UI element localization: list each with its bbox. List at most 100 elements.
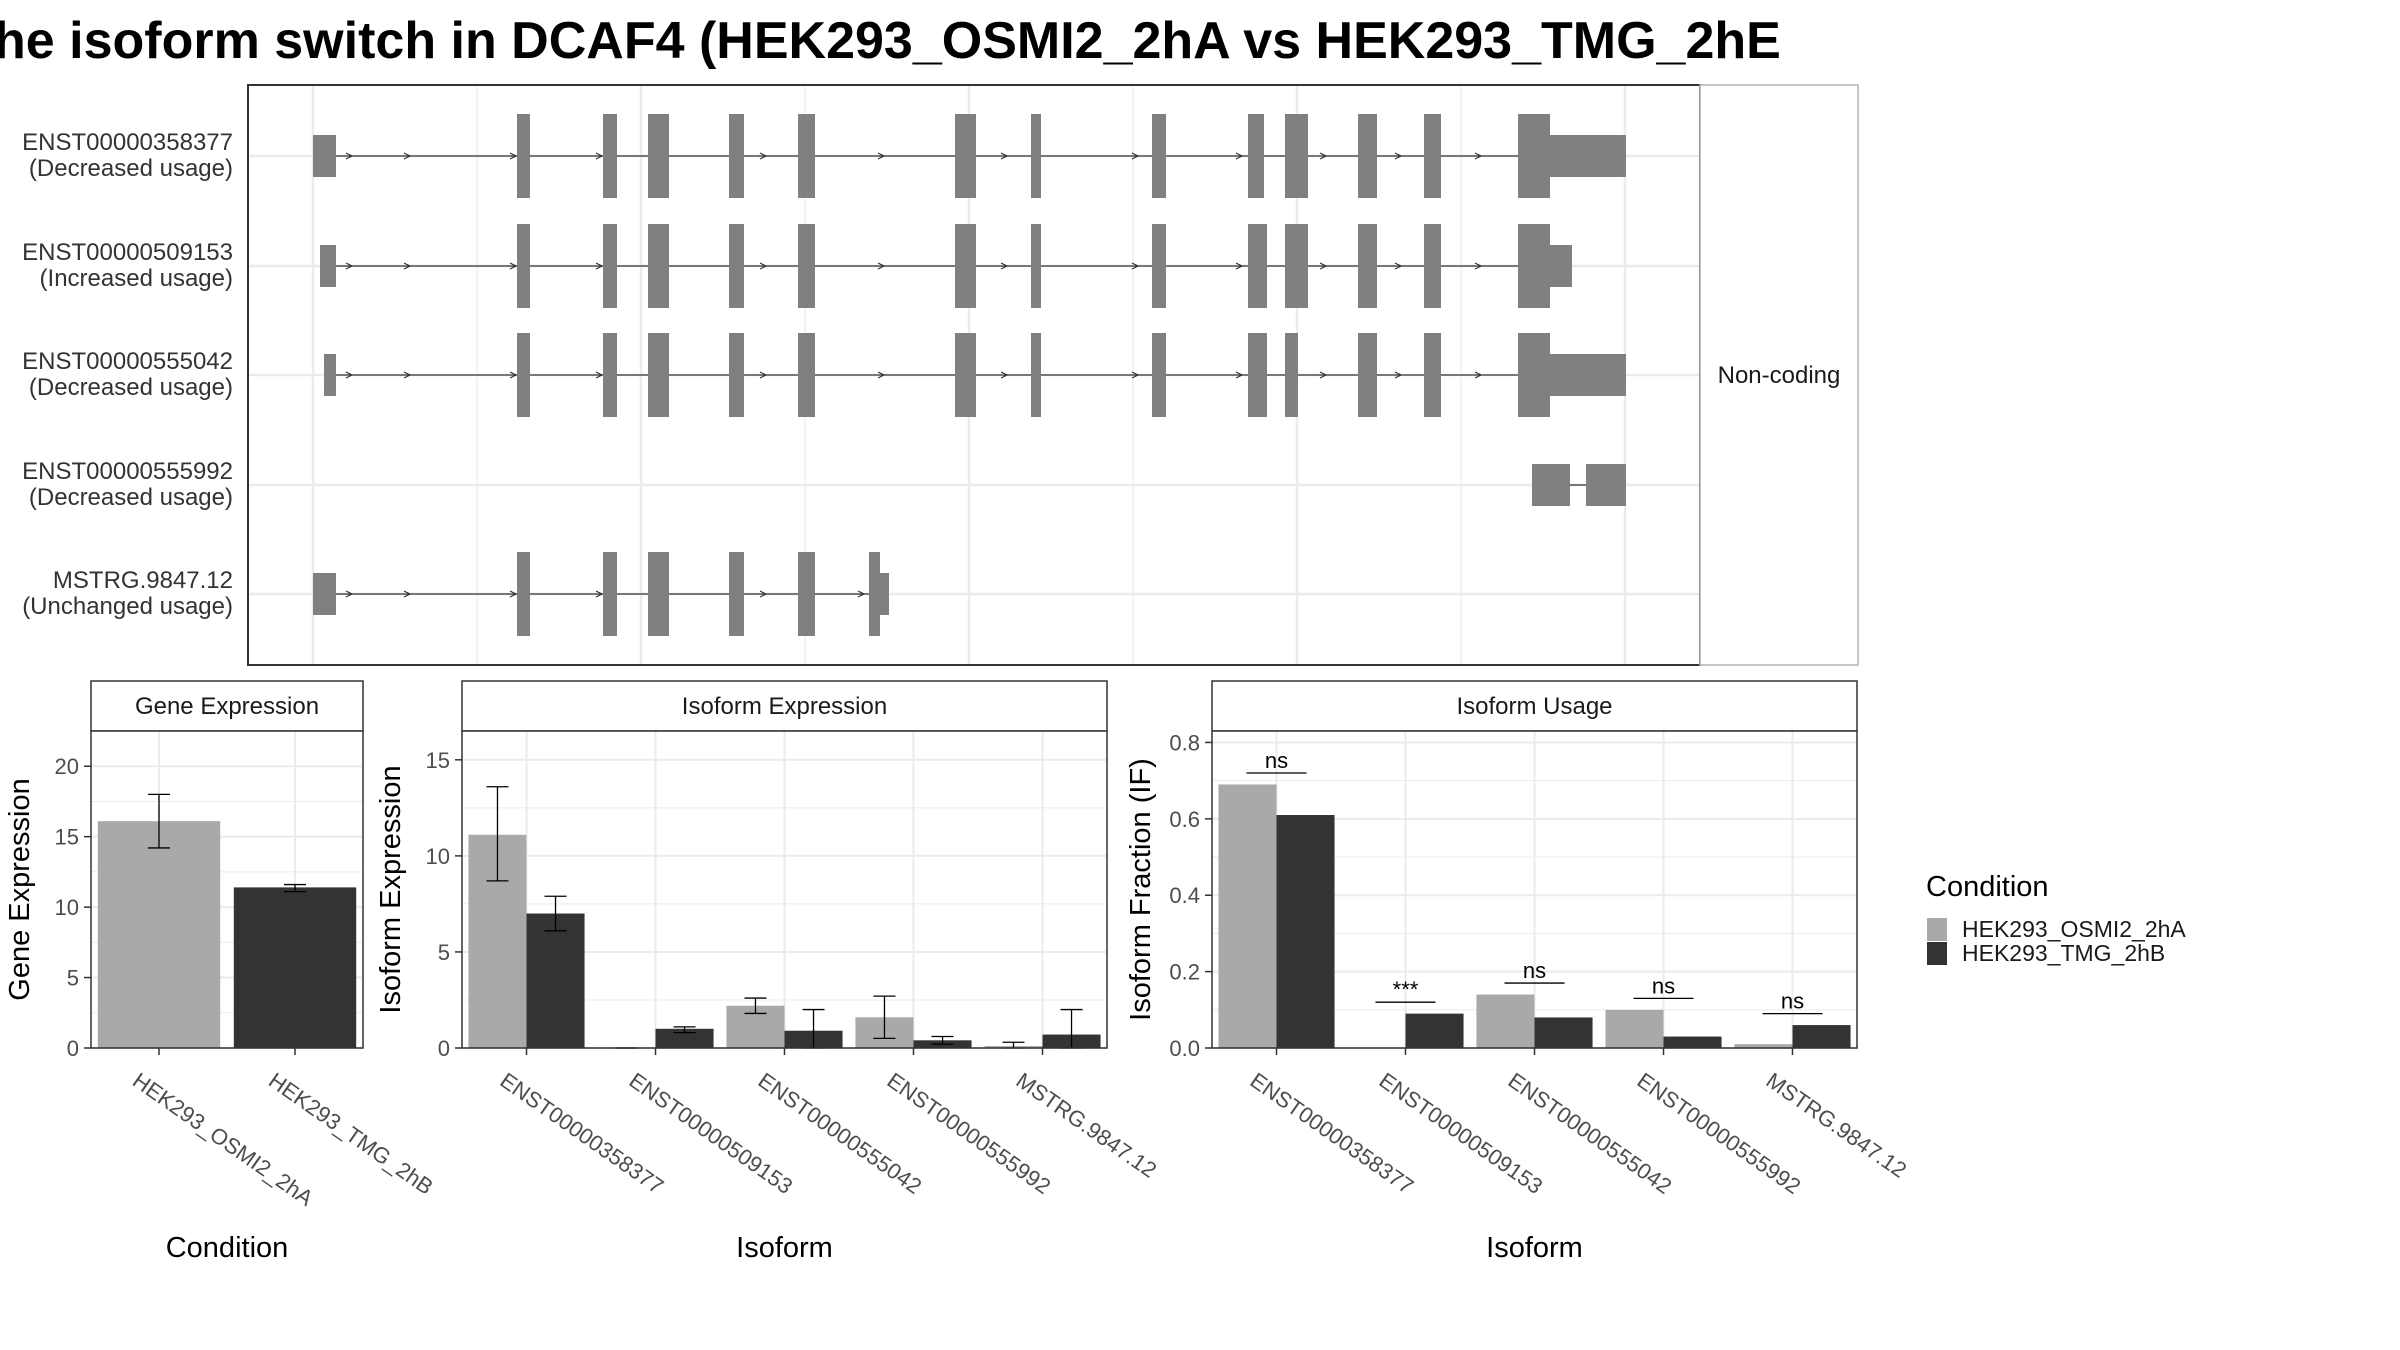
exon-block: [798, 552, 815, 636]
exon-block: [1550, 245, 1572, 287]
bar: [1476, 994, 1535, 1048]
bar: [1734, 1044, 1793, 1048]
legend-swatch-condition-a: [1927, 918, 1947, 941]
intron-direction-arrow: [1319, 371, 1328, 379]
exon-block: [648, 333, 669, 417]
exon-block: [320, 245, 336, 287]
exon-block: [517, 224, 530, 308]
y-tick-label: 10: [55, 895, 79, 920]
exon-block: [1550, 135, 1626, 177]
intron-direction-arrow: [1474, 152, 1483, 160]
exon-block: [603, 224, 617, 308]
exon-block: [1518, 224, 1550, 308]
y-tick-label: 5: [438, 940, 450, 965]
exon-block: [1532, 464, 1570, 506]
transcript-rows: [313, 114, 1626, 636]
y-axis-title: Gene Expression: [4, 778, 36, 1000]
intron-direction-arrow: [595, 152, 604, 160]
panel-title: Isoform Expression: [682, 693, 887, 720]
bar: [1663, 1036, 1722, 1048]
x-axis-title: Isoform: [1486, 1232, 1583, 1264]
exon-block: [729, 552, 744, 636]
intron-direction-arrow: [1394, 152, 1403, 160]
exon-block: [729, 333, 744, 417]
exon-block: [1358, 224, 1377, 308]
transcript-usage-label: (Unchanged usage): [22, 593, 233, 620]
significance-label: ns: [1652, 973, 1675, 998]
transcript-row: [320, 224, 1572, 308]
exon-block: [517, 552, 530, 636]
intron-direction-arrow: [595, 262, 604, 270]
intron-direction-arrow: [1000, 152, 1009, 160]
transcript-usage-label: (Decreased usage): [29, 155, 233, 182]
y-tick-label: 10: [426, 844, 450, 869]
exon-block: [1358, 114, 1377, 198]
bar: [1534, 1017, 1593, 1048]
exon-block: [603, 114, 617, 198]
intron-direction-arrow: [877, 371, 886, 379]
transcript-id-label: ENST00000509153: [22, 239, 233, 266]
y-tick-label: 5: [67, 966, 79, 991]
intron-direction-arrow: [759, 152, 768, 160]
exon-block: [603, 333, 617, 417]
exon-block: [1031, 114, 1041, 198]
intron-direction-arrow: [1319, 262, 1328, 270]
exon-block: [517, 114, 530, 198]
transcript-row: [313, 552, 889, 636]
legend-title: Condition: [1926, 871, 2049, 903]
exon-block: [1031, 224, 1041, 308]
exon-block: [313, 573, 336, 615]
transcript-structure-panel: Non-coding ENST00000358377(Decreased usa…: [22, 84, 1859, 666]
exon-block: [1358, 333, 1377, 417]
legend-swatch-condition-b: [1927, 942, 1947, 965]
gene-expression-panel: Gene Expression05101520HEK293_OSMI2_2hAH…: [4, 680, 438, 1264]
exon-block: [1152, 224, 1166, 308]
intron-direction-arrow: [509, 371, 518, 379]
bar: [1605, 1009, 1664, 1048]
intron-direction-arrow: [403, 262, 412, 270]
bar: [1276, 815, 1335, 1048]
exon-block: [324, 354, 336, 396]
intron-direction-arrow: [345, 262, 354, 270]
intron-direction-arrow: [1131, 152, 1140, 160]
intron-direction-arrow: [1131, 371, 1140, 379]
exon-block: [648, 114, 669, 198]
transcript-row: [313, 114, 1626, 198]
intron-direction-arrow: [759, 590, 768, 598]
exon-block: [1248, 114, 1264, 198]
x-axis-title: Isoform: [736, 1232, 833, 1264]
exon-block: [1285, 224, 1308, 308]
exon-block: [955, 333, 976, 417]
non-coding-strip-label: Non-coding: [1718, 362, 1841, 389]
intron-direction-arrow: [1000, 262, 1009, 270]
isoform-usage-panel: Isoform Usage0.00.20.40.60.8ns***nsnsnsE…: [1125, 680, 1911, 1264]
exon-block: [1285, 114, 1308, 198]
significance-label: ***: [1393, 977, 1419, 1002]
intron-direction-arrow: [857, 590, 866, 598]
legend-label-condition-a: HEK293_OSMI2_2hA: [1962, 916, 2186, 942]
y-tick-label: 0.2: [1169, 960, 1200, 985]
bar: [655, 1028, 714, 1048]
exon-block: [1424, 224, 1441, 308]
intron-direction-arrow: [877, 262, 886, 270]
intron-direction-arrow: [1474, 262, 1483, 270]
exon-block: [1152, 333, 1166, 417]
intron-direction-arrow: [509, 590, 518, 598]
intron-direction-arrow: [1235, 371, 1244, 379]
exon-block: [1248, 333, 1267, 417]
structure-strip: [1699, 84, 1859, 666]
transcript-id-label: MSTRG.9847.12: [53, 567, 233, 594]
intron-direction-arrow: [345, 152, 354, 160]
legend-label-condition-b: HEK293_TMG_2hB: [1962, 940, 2165, 966]
exon-block: [1586, 464, 1626, 506]
exon-block: [798, 333, 815, 417]
bar: [1792, 1025, 1851, 1048]
transcript-id-label: ENST00000358377: [22, 129, 233, 156]
intron-direction-arrow: [403, 590, 412, 598]
intron-direction-arrow: [1394, 262, 1403, 270]
transcript-row: [1532, 464, 1626, 506]
exon-block: [1424, 333, 1441, 417]
y-tick-label: 0.0: [1169, 1036, 1200, 1061]
y-axis-title: Isoform Expression: [375, 765, 407, 1013]
